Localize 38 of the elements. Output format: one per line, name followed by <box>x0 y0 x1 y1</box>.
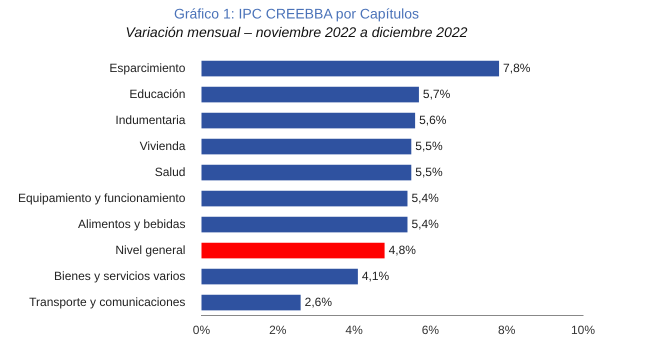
data-label: 5,4% <box>411 216 440 231</box>
bar <box>201 190 408 206</box>
y-tick-label: Esparcimiento <box>109 60 186 75</box>
data-label: 5,6% <box>419 112 447 127</box>
bar <box>201 86 419 102</box>
data-label: 5,5% <box>415 164 443 179</box>
x-tick-label: 10% <box>570 323 596 338</box>
data-label: 4,1% <box>362 268 390 283</box>
x-tick-label: 8% <box>498 323 516 338</box>
y-tick-label: Alimentos y bebidas <box>78 216 186 231</box>
bar <box>201 164 412 180</box>
data-label: 5,5% <box>415 138 443 153</box>
x-tick-label: 4% <box>345 323 364 338</box>
bar <box>201 242 385 258</box>
bar <box>201 216 408 232</box>
chart-title: Gráfico 1: IPC CREEBBA por Capítulos <box>174 5 420 22</box>
x-tick-label: 0% <box>192 323 210 338</box>
data-label: 7,8% <box>503 60 531 75</box>
x-tick-label: 6% <box>422 323 440 338</box>
y-tick-label: Equipamiento y funcionamiento <box>18 190 186 205</box>
y-tick-label: Educación <box>129 86 186 101</box>
data-label: 5,7% <box>422 86 451 101</box>
y-tick-label: Nivel general <box>115 242 186 257</box>
y-tick-label: Bienes y servicios varios <box>54 268 186 283</box>
bar <box>201 268 358 284</box>
bar <box>201 112 416 128</box>
data-label: 4,8% <box>388 242 416 257</box>
bar <box>201 138 412 154</box>
y-tick-label: Indumentaria <box>115 112 186 127</box>
y-tick-label: Vivienda <box>140 138 186 153</box>
x-tick-label: 2% <box>269 323 287 338</box>
chart-subtitle: Variación mensual – noviembre 2022 a diciembre 2022 <box>126 24 468 40</box>
data-label: 2,6% <box>304 294 332 309</box>
y-tick-label: Transporte y comunicaciones <box>29 294 186 309</box>
bar <box>201 60 500 76</box>
data-label: 5,4% <box>411 190 440 205</box>
y-tick-label: Salud <box>154 164 186 179</box>
bar <box>201 294 301 310</box>
